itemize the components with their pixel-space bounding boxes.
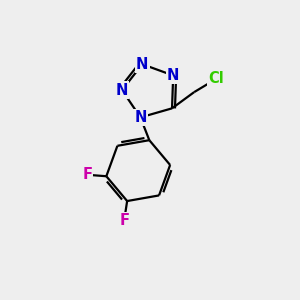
Text: F: F bbox=[119, 213, 129, 228]
Text: Cl: Cl bbox=[208, 71, 224, 86]
Text: N: N bbox=[136, 57, 148, 72]
Text: N: N bbox=[116, 82, 128, 98]
Text: N: N bbox=[167, 68, 179, 83]
Text: N: N bbox=[134, 110, 147, 125]
Text: F: F bbox=[82, 167, 92, 182]
